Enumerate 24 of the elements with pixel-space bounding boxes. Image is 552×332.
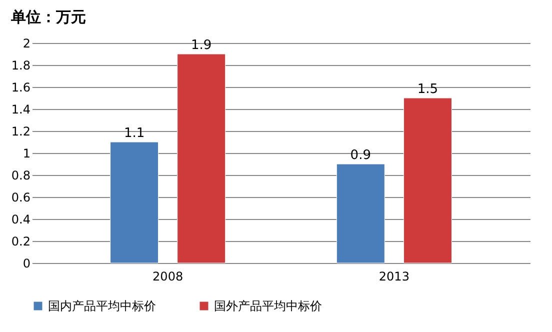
x-tick-label: 2013 xyxy=(378,270,410,284)
y-tick-label: 0.2 xyxy=(11,234,30,248)
bar xyxy=(403,98,452,264)
bar xyxy=(110,142,159,264)
bar xyxy=(336,164,385,264)
data-label: 0.9 xyxy=(350,148,371,163)
y-tick-label: 0.8 xyxy=(11,168,30,182)
y-tick-label: 1.8 xyxy=(11,58,30,72)
legend-label: 国内产品平均中标价 xyxy=(48,299,156,313)
y-tick-label: 1.4 xyxy=(11,102,30,116)
y-tick-label: 0 xyxy=(22,256,30,270)
legend-label: 国外产品平均中标价 xyxy=(214,299,322,313)
data-label: 1.5 xyxy=(417,82,438,97)
data-label: 1.9 xyxy=(191,38,212,53)
x-tick-label: 2008 xyxy=(152,270,184,284)
y-tick-label: 1 xyxy=(22,146,30,160)
y-tick-label: 0.4 xyxy=(11,212,30,226)
y-tick-label: 1.6 xyxy=(11,80,30,94)
data-label: 1.1 xyxy=(124,126,145,141)
y-tick-label: 2 xyxy=(22,36,30,50)
y-tick-label: 0.6 xyxy=(11,190,30,204)
y-tick-label: 1.2 xyxy=(11,124,30,138)
bar xyxy=(177,54,226,264)
chart-title: 单位：万元 xyxy=(10,8,86,26)
